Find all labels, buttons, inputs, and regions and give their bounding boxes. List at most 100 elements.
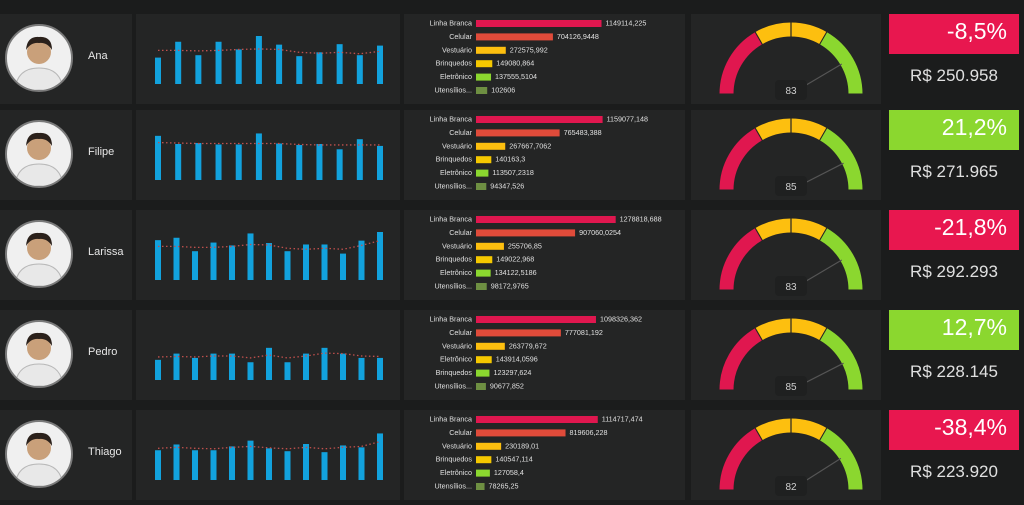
- category-value: 263779,672: [509, 341, 547, 350]
- category-bar: [476, 329, 561, 337]
- category-value: 134122,5186: [495, 268, 537, 277]
- avatar-person-icon: [14, 36, 64, 90]
- gauge-red-band: [718, 426, 764, 491]
- gauge-value-label: 83: [785, 86, 797, 97]
- monthly-chart-panel: [136, 110, 400, 200]
- category-bar: [476, 129, 560, 137]
- person-row: Larissa Linha Branca 1278818,688 Celular 907…: [0, 210, 1024, 300]
- category-chart: Linha Branca 1159077,148 Celular 765483,388…: [430, 115, 648, 191]
- monthly-bar: [276, 44, 283, 84]
- monthly-bar: [195, 55, 202, 84]
- kpi-value: R$ 250.958: [910, 66, 998, 85]
- gauge: 83: [718, 217, 864, 296]
- category-label: Celular: [449, 128, 472, 137]
- monthly-bar: [276, 143, 283, 180]
- category-value: 94347,526: [490, 182, 524, 191]
- avatar: [5, 420, 73, 488]
- category-chart-panel: Linha Branca 1159077,148 Celular 765483,388…: [404, 110, 685, 200]
- kpi-value: R$ 223.920: [910, 462, 998, 481]
- category-bar: [476, 369, 490, 377]
- category-bar: [476, 416, 598, 423]
- category-value: 102606: [491, 86, 515, 95]
- category-label: Utensílios...: [434, 86, 472, 95]
- monthly-chart: [155, 433, 383, 480]
- kpi-badge: -38,4%: [889, 410, 1019, 450]
- kpi-badge: 21,2%: [889, 110, 1019, 150]
- category-chart-panel: Linha Branca 1149114,225 Celular 704126,944…: [404, 14, 685, 104]
- person-row: Pedro Linha Branca 1098326,362 Celular 77708…: [0, 310, 1024, 400]
- category-label: Vestuário: [442, 341, 472, 350]
- profile-panel: Filipe: [0, 110, 132, 200]
- monthly-bar: [210, 242, 217, 280]
- avatar-shoulders: [14, 463, 64, 486]
- category-value: 140163,3: [495, 155, 525, 164]
- profile-panel: Ana: [0, 14, 132, 104]
- monthly-bar: [247, 233, 254, 280]
- category-label: Eletrônico: [440, 168, 472, 177]
- monthly-bar: [255, 133, 262, 180]
- kpi-value: R$ 271.965: [910, 162, 998, 181]
- monthly-chart: [155, 133, 383, 180]
- category-value: 137555,5104: [495, 72, 537, 81]
- category-chart: Linha Branca 1278818,688 Celular 907060,025…: [430, 215, 662, 291]
- category-bar: [476, 73, 492, 81]
- category-label: Utensílios...: [434, 282, 472, 291]
- gauge-value-box: [775, 476, 807, 496]
- monthly-bar: [321, 347, 328, 380]
- kpi-value: R$ 292.293: [910, 262, 998, 281]
- profile-panel: Thiago: [0, 410, 132, 500]
- category-bar: [476, 356, 492, 364]
- kpi-badge: 12,7%: [889, 310, 1019, 350]
- kpi-percentage: 12,7%: [941, 314, 1007, 340]
- category-label: Celular: [449, 228, 472, 237]
- avatar-head: [27, 136, 51, 160]
- monthly-bar: [303, 353, 309, 380]
- category-label: Celular: [449, 32, 472, 41]
- category-label: Utensílios...: [434, 482, 472, 491]
- category-value: 230189,01: [505, 441, 539, 450]
- category-chart-panel: Linha Branca 1278818,688 Celular 907060,025…: [404, 210, 685, 300]
- gauge-red-band: [718, 30, 764, 95]
- person-name: Pedro: [88, 346, 118, 358]
- avatar-shoulders: [14, 163, 64, 186]
- gauge: 85: [718, 117, 864, 196]
- monthly-chart-panel: [136, 210, 400, 300]
- monthly-bar: [155, 135, 161, 180]
- category-label: Vestuário: [442, 241, 472, 250]
- monthly-bar: [321, 452, 328, 480]
- gauge-red-band: [718, 126, 764, 191]
- category-bar: [476, 33, 553, 41]
- monthly-bar: [340, 445, 346, 480]
- person-name: Filipe: [88, 146, 115, 158]
- category-label: Brinquedos: [436, 455, 473, 464]
- kpi-percentage: 21,2%: [941, 114, 1007, 140]
- profile-panel: Pedro: [0, 310, 132, 400]
- person-name: Larissa: [88, 246, 124, 258]
- category-bar: [476, 229, 576, 237]
- monthly-bar: [336, 149, 343, 180]
- category-bar: [476, 342, 505, 350]
- avatar-shoulders: [14, 67, 64, 90]
- category-value: 123297,624: [493, 368, 531, 377]
- category-bar: [476, 183, 487, 190]
- avatar-person-icon: [14, 132, 64, 186]
- kpi-badge: -8,5%: [889, 14, 1019, 54]
- avatar: [5, 120, 73, 188]
- category-bar: [476, 469, 490, 477]
- monthly-bar: [340, 353, 346, 380]
- category-label: Linha Branca: [430, 215, 472, 224]
- trend-line: [157, 352, 381, 359]
- trend-line: [158, 48, 381, 55]
- avatar-person-icon: [14, 232, 64, 286]
- monthly-bar: [229, 353, 235, 380]
- monthly-bar: [215, 144, 222, 180]
- monthly-bar: [266, 347, 272, 380]
- monthly-bar: [303, 244, 309, 280]
- gauge-panel: 85: [691, 310, 881, 400]
- monthly-bar: [155, 57, 161, 84]
- monthly-bar: [235, 144, 242, 180]
- monthly-bar: [210, 450, 217, 480]
- category-value: 90677,852: [490, 382, 524, 391]
- monthly-bar: [235, 49, 242, 84]
- gauge-value-label: 82: [785, 482, 797, 493]
